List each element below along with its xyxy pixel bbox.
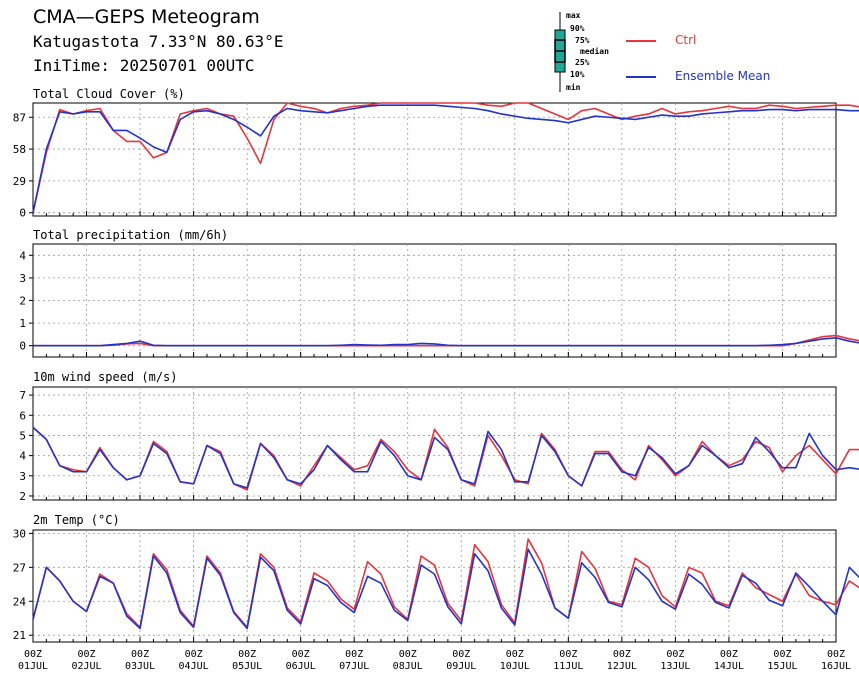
y-tick-label: 4 (19, 249, 26, 262)
x-hour-label: 00Z (78, 649, 96, 660)
panel-3: 10m wind speed (m/s) 2 3 4 5 6 7 (19, 370, 859, 503)
ctrl-series-line (32, 426, 859, 491)
y-tick-label: 58 (13, 143, 26, 156)
key-p75: 75% (575, 36, 590, 45)
panel-title: Total Cloud Cover (%) (33, 87, 185, 101)
x-hour-label: 00Z (720, 649, 738, 660)
y-tick-label: 7 (19, 389, 26, 402)
ensemble-mean-line (33, 336, 859, 347)
key-p25: 25% (575, 58, 590, 67)
x-hour-label: 00Z (131, 649, 149, 660)
x-hour-label: 00Z (238, 649, 256, 660)
x-date-label: 09JUL (446, 661, 476, 672)
x-hour-label: 00Z (345, 649, 363, 660)
x-hour-label: 00Z (613, 649, 631, 660)
ensemble-mean-line (32, 104, 859, 213)
y-tick-label: 21 (13, 629, 26, 642)
panel-title: 10m wind speed (m/s) (33, 370, 178, 384)
key-p90: 90% (570, 24, 585, 33)
panel-frame (32, 529, 837, 643)
x-date-label: 06JUL (286, 661, 316, 672)
x-hour-label: 00Z (666, 649, 684, 660)
ctrl-series-line (32, 538, 859, 629)
legend-mean-line (626, 76, 656, 78)
y-tick-label: 0 (19, 340, 26, 353)
x-date-label: 16JUL (821, 661, 851, 672)
x-hour-label: 00Z (399, 649, 417, 660)
x-date-label: 04JUL (179, 661, 209, 672)
panel-4: 2m Temp (°C) 21 24 27 30 (13, 513, 859, 643)
x-hour-label: 00Z (24, 649, 42, 660)
y-tick-label: 1 (19, 317, 26, 330)
y-tick-label: 87 (13, 111, 26, 124)
panel-frame (32, 102, 837, 217)
y-tick-label: 2 (19, 490, 26, 503)
ctrl-series-line (32, 102, 859, 213)
ensemble-mean-line (32, 548, 859, 630)
ensemble-mean-line (32, 426, 859, 489)
legend-mean-label: Ensemble Mean (675, 69, 771, 83)
y-tick-label: 0 (19, 207, 26, 220)
location-label: Katugastota 7.33°N 80.63°E (33, 32, 284, 51)
legend-ctrl-line (626, 40, 656, 42)
x-date-label: 07JUL (339, 661, 369, 672)
x-date-label: 14JUL (714, 661, 744, 672)
y-tick-label: 4 (19, 450, 26, 463)
x-hour-label: 00Z (827, 649, 845, 660)
y-tick-label: 27 (13, 561, 26, 574)
x-date-label: 15JUL (767, 661, 797, 672)
y-tick-label: 2 (19, 295, 26, 308)
x-date-label: 03JUL (125, 661, 155, 672)
legend-ctrl-label: Ctrl (675, 33, 697, 47)
x-date-label: 02JUL (71, 661, 101, 672)
y-tick-label: 6 (19, 409, 26, 422)
key-max: max (566, 11, 581, 20)
x-date-label: 13JUL (660, 661, 690, 672)
init-time-label: IniTime: 20250701 00UTC (33, 56, 255, 75)
x-date-label: 08JUL (393, 661, 423, 672)
ctrl-series-line (33, 334, 859, 347)
x-hour-label: 00Z (452, 649, 470, 660)
x-date-label: 05JUL (232, 661, 262, 672)
panel-title: 2m Temp (°C) (33, 513, 120, 527)
x-hour-label: 00Z (559, 649, 577, 660)
panel-1: Total Cloud Cover (%) 0 29 58 87 (13, 87, 859, 220)
x-hour-label: 00Z (506, 649, 524, 660)
x-hour-label: 00Z (185, 649, 203, 660)
boxplot-key-glyph (554, 12, 566, 92)
key-min: min (566, 83, 581, 92)
y-tick-label: 30 (13, 527, 26, 540)
panel-2: Total precipitation (mm/6h) 0 1 2 3 4 (19, 228, 859, 358)
y-tick-label: 3 (19, 470, 26, 483)
chart-title: CMA—GEPS Meteogram (33, 6, 260, 28)
x-date-label: 11JUL (553, 661, 583, 672)
y-tick-label: 5 (19, 429, 26, 442)
key-p10: 10% (570, 70, 585, 79)
x-date-label: 10JUL (500, 661, 530, 672)
y-tick-label: 24 (13, 595, 27, 608)
x-hour-label: 00Z (292, 649, 310, 660)
x-date-label: 12JUL (607, 661, 637, 672)
x-date-label: 01JUL (18, 661, 48, 672)
y-tick-label: 3 (19, 272, 26, 285)
x-hour-label: 00Z (773, 649, 791, 660)
panel-title: Total precipitation (mm/6h) (33, 228, 228, 242)
y-tick-label: 29 (13, 175, 26, 188)
key-median: median (580, 47, 609, 56)
